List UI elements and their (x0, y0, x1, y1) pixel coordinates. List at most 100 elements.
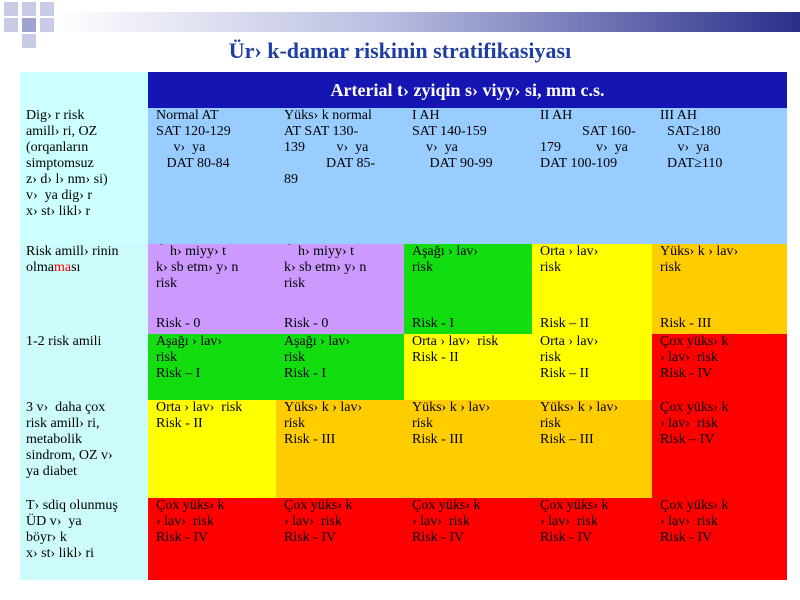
row-header-cell: Dig› r risk amill› ri, OZ (orqanların si… (20, 108, 148, 244)
row-label: Risk amill› rinin olmaması (20, 244, 148, 334)
table-row: 3 v› daha çox risk amill› ri, metabolik … (20, 400, 788, 498)
cell-line: › lav› risk (660, 416, 718, 431)
cell-line: Yüks› k normal (284, 108, 372, 123)
cell-line: Risk – III (540, 432, 594, 447)
cell-line: Çox yüks› k (660, 498, 729, 513)
cell-line: SAT 120-129 (156, 124, 231, 139)
cell-line: Orta › lav› (540, 244, 599, 259)
row-label: T› sdiq olunmuş ÜD v› ya böyr› k x› st› … (20, 498, 148, 580)
cell-line: Risk – II (540, 366, 589, 381)
cell-line: 179 v› ya (540, 140, 628, 155)
risk-cell: Aşağı › lav› risk Risk - I (404, 244, 532, 334)
cell-line: Çox yüks› k (284, 498, 353, 513)
cell-line: SAT 140-159 (412, 124, 487, 139)
risk-cell: ̀ h› miyy› t k› sb etm› y› n risk Risk -… (148, 244, 276, 334)
row-header-line: (orqanların (26, 140, 89, 155)
risk-level: Risk - I (412, 316, 454, 331)
row-label-line: olmaması (26, 260, 144, 276)
row-label-line: x› st› likl› ri (26, 546, 95, 561)
cell-line: Risk - IV (156, 530, 209, 545)
row-label-line: 3 v› daha çox (26, 400, 106, 415)
cell-line: Çox yüks› k (540, 498, 609, 513)
risk-level: Risk - 0 (156, 316, 201, 331)
table-row: 1-2 risk amili Aşağı › lav› risk Risk – … (20, 334, 788, 400)
row-label-line: ÜD v› ya (26, 514, 82, 529)
bp-category-normal: Normal AT SAT 120-129 v› ya DAT 80-84 (148, 108, 276, 244)
row-label-line: metabolik (26, 432, 82, 447)
risk-cell: Çox yüks› k › lav› risk Risk - IV (276, 498, 404, 580)
cell-line: Çox yüks› k (412, 498, 481, 513)
cell-line: v› ya (660, 140, 710, 155)
risk-level: Risk - 0 (284, 316, 329, 331)
row-label-line: böyr› k (26, 530, 67, 545)
risk-level: Risk - III (660, 316, 712, 331)
cell-line: DAT≥110 (660, 156, 723, 171)
risk-cell: Yüks› k › lav› risk Risk - III (404, 400, 532, 498)
bp-categories-row: Dig› r risk amill› ri, OZ (orqanların si… (20, 108, 788, 244)
cell-line: › lav› risk (156, 514, 214, 529)
cell-line: Risk - III (284, 432, 336, 447)
cell-line: 89 (284, 172, 298, 187)
cell-line: DAT 90-99 (412, 156, 493, 171)
cell-line: Risk – IV (660, 432, 715, 447)
row-header-line: x› st› likl› r (26, 204, 91, 219)
cell-line: Risk - I (284, 366, 326, 381)
bp-level-header: Arterial t› zyiqin s› viyy› si, mm c.s. (148, 72, 788, 108)
row-label-line: risk amill› ri, (26, 416, 100, 431)
cell-line: SAT≥180 (660, 124, 721, 139)
row-header-line: z› d› l› nm› si) (26, 172, 108, 187)
decorative-header-band (4, 2, 800, 48)
row-label: 3 v› daha çox risk amill› ri, metabolik … (20, 400, 148, 498)
bp-category-ah-1: I AH SAT 140-159 v› ya DAT 90-99 (404, 108, 532, 244)
risk-cell: Orta › lav› risk Risk - II (404, 334, 532, 400)
row-header-line: amill› ri, OZ (26, 124, 98, 139)
cell-line: Yüks› k › lav› (660, 244, 739, 259)
label-text: olma (26, 260, 54, 275)
cell-line: risk (540, 260, 561, 275)
cell-line: Yüks› k › lav› (284, 400, 363, 415)
cell-line: › lav› risk (660, 350, 718, 365)
cell-line: › lav› risk (660, 514, 718, 529)
cell-line: Risk - III (412, 432, 464, 447)
cell-line: II AH (540, 108, 573, 123)
row-label-line: T› sdiq olunmuş (26, 498, 118, 513)
cell-line: Risk - II (412, 350, 459, 365)
cell-line: v› ya (156, 140, 206, 155)
cell-line: risk (412, 416, 433, 431)
page-title: Ür› k-damar riskinin stratifikasiyası (228, 38, 572, 63)
row-label-line: 1-2 risk amili (26, 334, 102, 349)
cell-line: risk (660, 260, 681, 275)
risk-cell: Aşağı › lav› risk Risk - I (276, 334, 404, 400)
cell-line: Aşağı › lav› (284, 334, 351, 349)
row-header-line: simptomsuz (26, 156, 94, 171)
cell-line: k› sb etm› y› n (156, 260, 239, 275)
row-label: 1-2 risk amili (20, 334, 148, 400)
cell-line: DAT 85- (284, 156, 376, 171)
cell-line: risk (412, 260, 433, 275)
cell-line: SAT 160- (540, 124, 636, 139)
cell-line: III AH (660, 108, 697, 123)
table-row: T› sdiq olunmuş ÜD v› ya böyr› k x› st› … (20, 498, 788, 580)
cell-line: DAT 80-84 (156, 156, 230, 171)
cell-line: risk (284, 350, 305, 365)
cell-line: Aşağı › lav› (156, 334, 223, 349)
table-row: Risk amill› rinin olmaması ̀ h› miyy› t … (20, 244, 788, 334)
cell-line: k› sb etm› y› n (284, 260, 367, 275)
risk-cell: Yüks› k › lav› risk Risk - III (276, 400, 404, 498)
cell-line: Orta › lav› risk (156, 400, 243, 415)
cell-line: › lav› risk (412, 514, 470, 529)
risk-cell: Çox yüks› k › lav› risk Risk - IV (532, 498, 652, 580)
cell-line: risk (156, 350, 177, 365)
bp-category-ah-3: III AH SAT≥180 v› ya DAT≥110 (652, 108, 788, 244)
cell-line: Orta › lav› risk (412, 334, 499, 349)
row-label-line: Risk amill› rinin (26, 244, 119, 259)
row-label-line: sindrom, OZ v› (26, 448, 113, 463)
cell-line: Risk - IV (284, 530, 337, 545)
risk-cell: Yüks› k › lav› risk Risk – III (532, 400, 652, 498)
cell-line: Risk - II (156, 416, 203, 431)
risk-cell: Orta › lav› risk Risk – II (532, 334, 652, 400)
cell-line: Risk - IV (660, 530, 713, 545)
cell-line: Çox yüks› k (660, 400, 729, 415)
risk-cell: Orta › lav› risk Risk - II (148, 400, 276, 498)
risk-cell: Orta › lav› risk Risk – II (532, 244, 652, 334)
